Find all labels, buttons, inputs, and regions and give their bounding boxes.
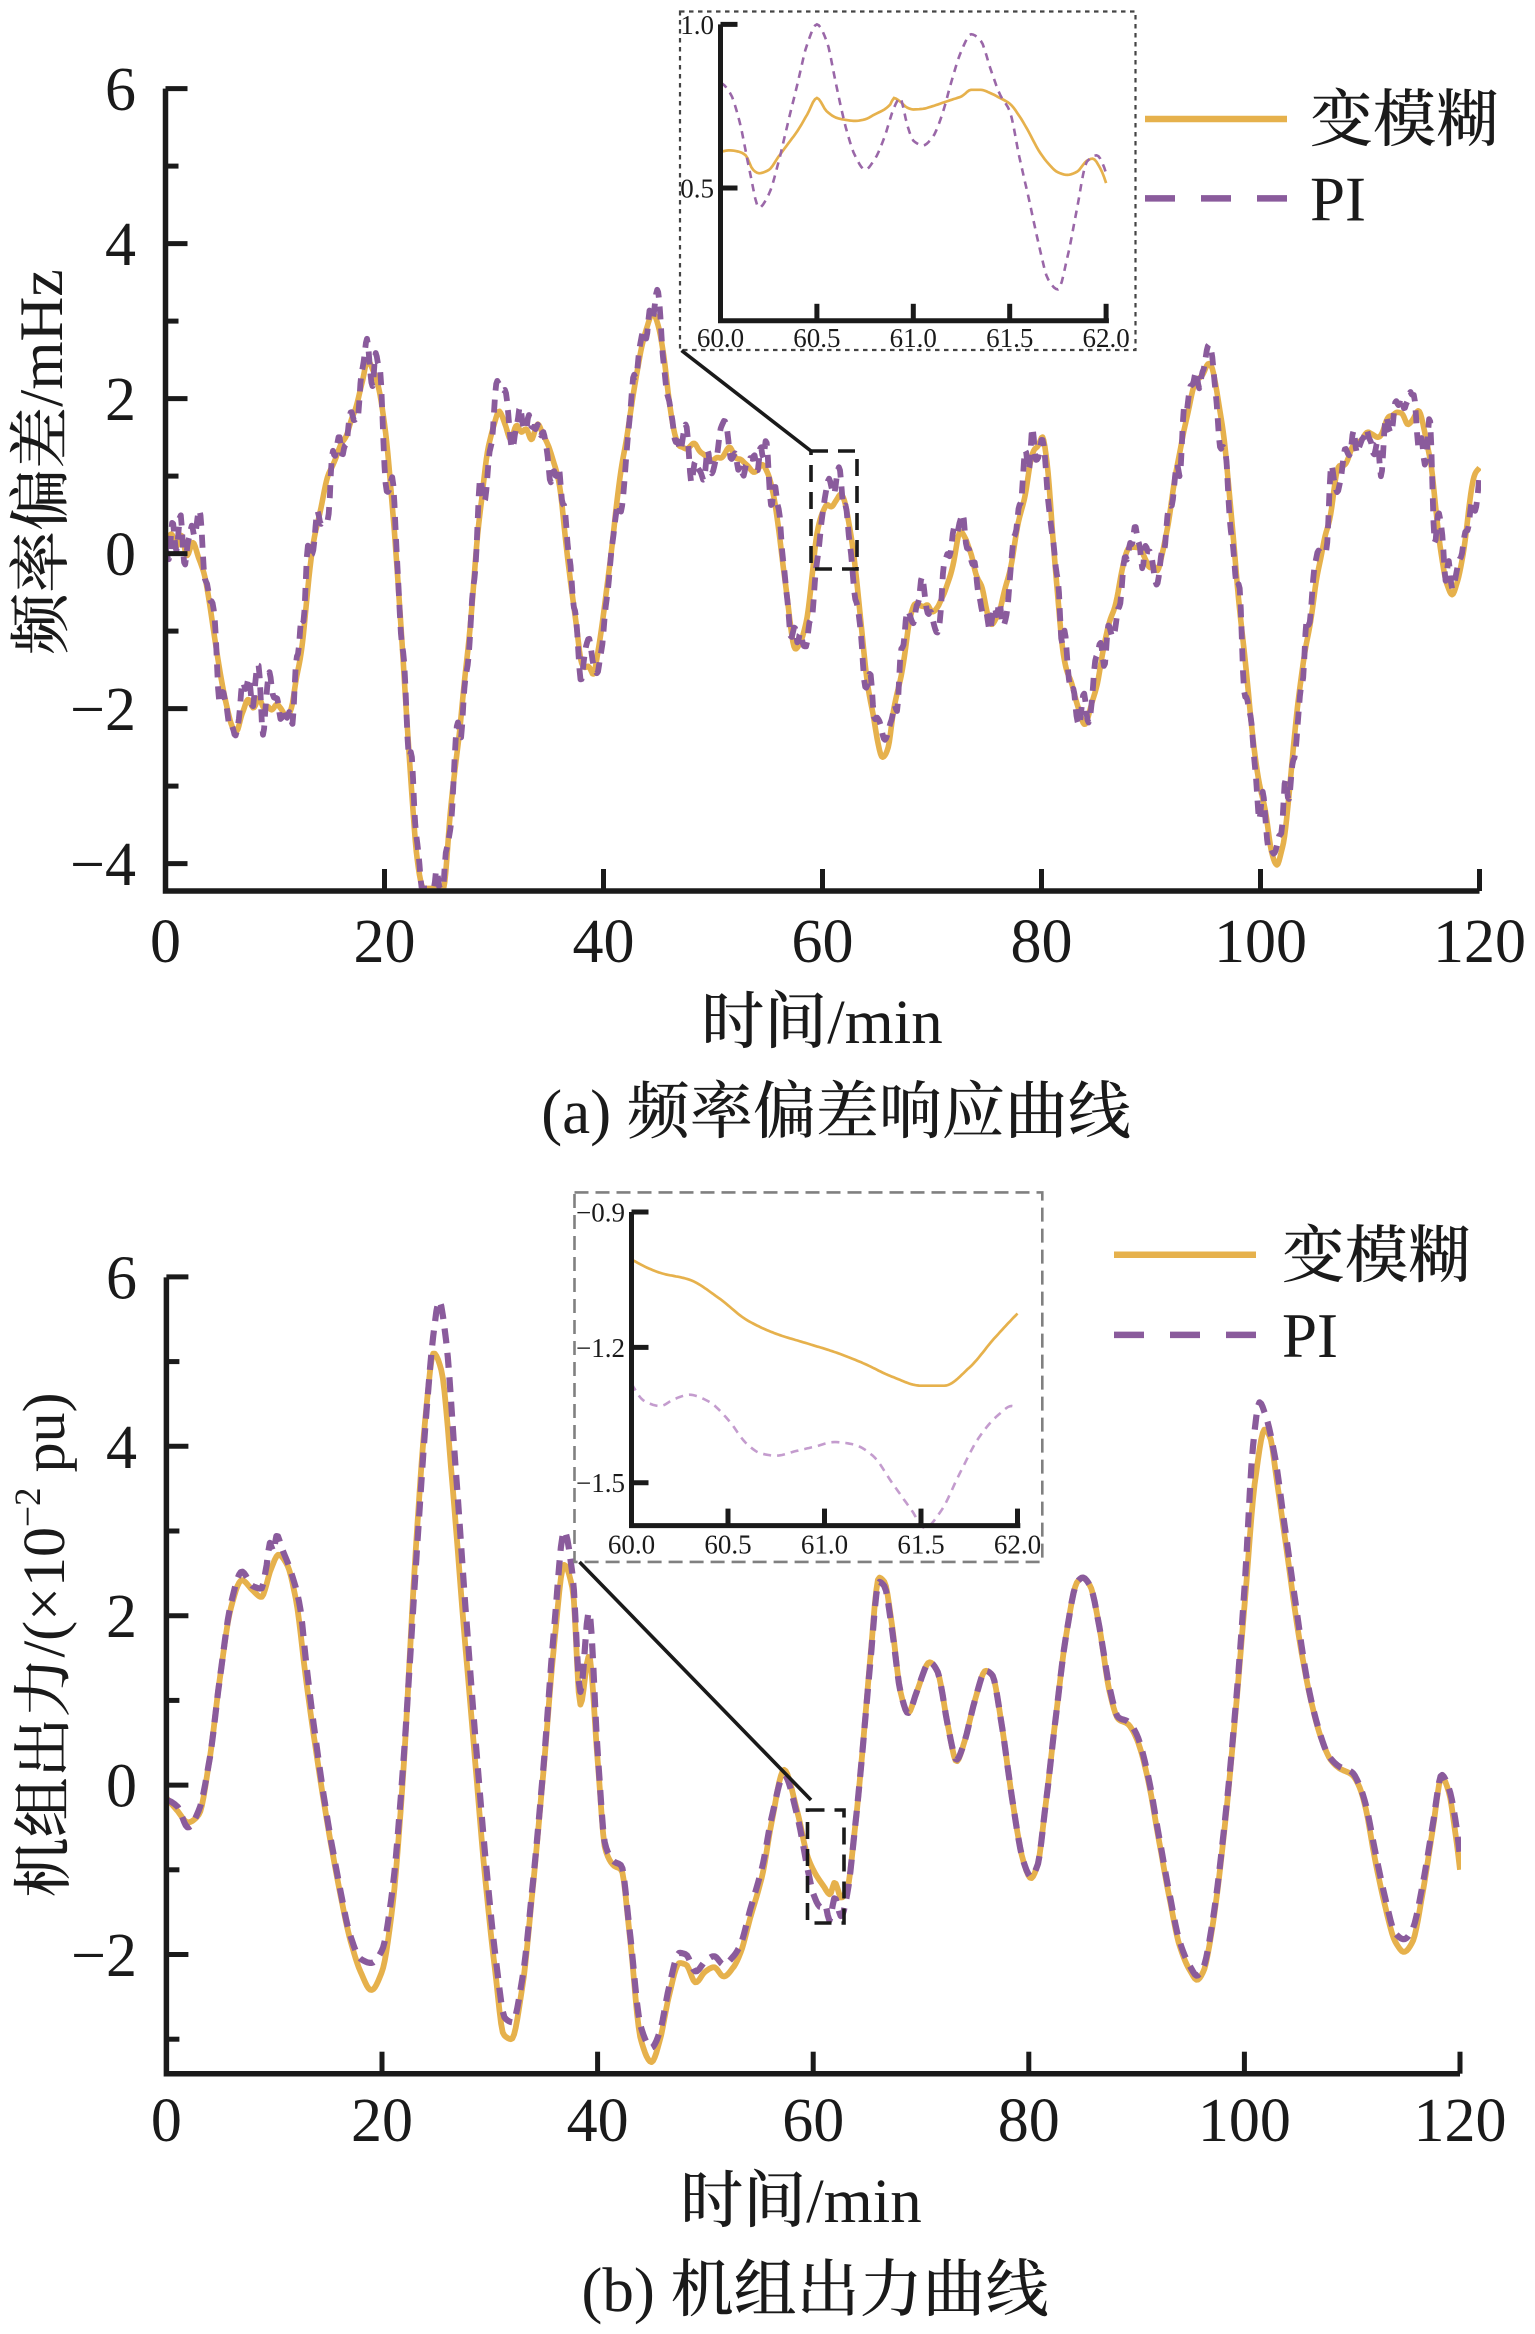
svg-text:60.0: 60.0 xyxy=(697,323,744,353)
svg-text:60: 60 xyxy=(792,908,854,976)
svg-text:20: 20 xyxy=(351,2087,413,2155)
svg-text:−2: −2 xyxy=(71,1922,137,1990)
svg-text:1.0: 1.0 xyxy=(680,10,714,40)
svg-text:−1.5: −1.5 xyxy=(576,1468,625,1498)
svg-text:60.0: 60.0 xyxy=(608,1530,655,1560)
svg-text:4: 4 xyxy=(105,211,136,279)
svg-text:2: 2 xyxy=(105,366,136,434)
svg-text:0: 0 xyxy=(150,908,181,976)
svg-text:62.0: 62.0 xyxy=(994,1530,1041,1560)
svg-text:40: 40 xyxy=(573,908,635,976)
svg-text:60.5: 60.5 xyxy=(704,1530,751,1560)
svg-text:61.5: 61.5 xyxy=(986,323,1033,353)
svg-text:2: 2 xyxy=(106,1583,137,1651)
svg-text:−0.9: −0.9 xyxy=(576,1198,625,1228)
svg-text:61.0: 61.0 xyxy=(801,1530,848,1560)
svg-text:40: 40 xyxy=(567,2087,629,2155)
svg-text:120: 120 xyxy=(1414,2087,1507,2155)
svg-text:60: 60 xyxy=(782,2087,844,2155)
svg-text:6: 6 xyxy=(106,1244,137,1312)
svg-text:80: 80 xyxy=(998,2087,1060,2155)
svg-text:6: 6 xyxy=(105,56,136,124)
svg-text:−2: −2 xyxy=(70,676,136,744)
svg-text:61.5: 61.5 xyxy=(897,1530,944,1560)
svg-text:−4: −4 xyxy=(70,831,136,899)
svg-text:0: 0 xyxy=(151,2087,182,2155)
svg-text:80: 80 xyxy=(1011,908,1073,976)
svg-text:20: 20 xyxy=(354,908,416,976)
svg-text:PI: PI xyxy=(1310,164,1366,234)
svg-text:100: 100 xyxy=(1214,908,1307,976)
svg-text:0.5: 0.5 xyxy=(680,174,714,204)
svg-text:120: 120 xyxy=(1433,908,1526,976)
svg-text:0: 0 xyxy=(105,521,136,589)
svg-text:61.0: 61.0 xyxy=(890,323,937,353)
svg-text:100: 100 xyxy=(1198,2087,1291,2155)
svg-text:62.0: 62.0 xyxy=(1082,323,1129,353)
svg-text:4: 4 xyxy=(106,1414,137,1482)
svg-text:0: 0 xyxy=(106,1753,137,1821)
svg-text:PI: PI xyxy=(1282,1301,1338,1371)
svg-text:60.5: 60.5 xyxy=(793,323,840,353)
svg-text:−1.2: −1.2 xyxy=(576,1333,625,1363)
